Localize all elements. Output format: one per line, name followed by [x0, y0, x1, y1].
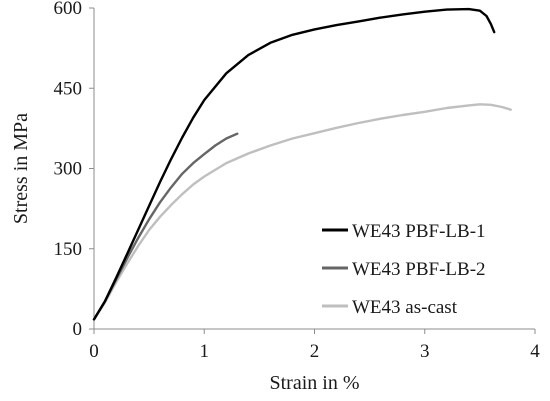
x-tick-label: 2 — [310, 341, 320, 362]
y-tick-label: 600 — [54, 0, 83, 19]
axes — [93, 8, 535, 330]
legend: WE43 PBF-LB-1 WE43 PBF-LB-2 WE43 as-cast — [322, 221, 486, 318]
legend-label-3: WE43 as-cast — [352, 297, 458, 318]
series-group — [92, 7, 512, 321]
y-tick-label: 450 — [54, 78, 83, 99]
y-axis-title: Stress in MPa — [10, 113, 32, 224]
y-tick-label: 0 — [73, 319, 83, 340]
x-axis-title: Strain in % — [270, 372, 360, 394]
series-line-1 — [92, 7, 496, 321]
legend-label-1: WE43 PBF-LB-1 — [352, 221, 486, 242]
x-tick-label: 4 — [530, 341, 540, 362]
y-tick-label: 150 — [54, 239, 83, 260]
series-line-3 — [92, 103, 512, 321]
series-line-2 — [92, 132, 239, 321]
x-tick-label: 3 — [420, 341, 430, 362]
x-tick-label: 1 — [200, 341, 210, 362]
legend-label-2: WE43 PBF-LB-2 — [352, 259, 486, 280]
x-tick-label: 0 — [89, 341, 99, 362]
y-tick-label: 300 — [54, 159, 83, 180]
tick-labels: 0 150 300 450 600 0 1 2 3 4 — [54, 0, 541, 362]
ticks — [89, 7, 536, 334]
